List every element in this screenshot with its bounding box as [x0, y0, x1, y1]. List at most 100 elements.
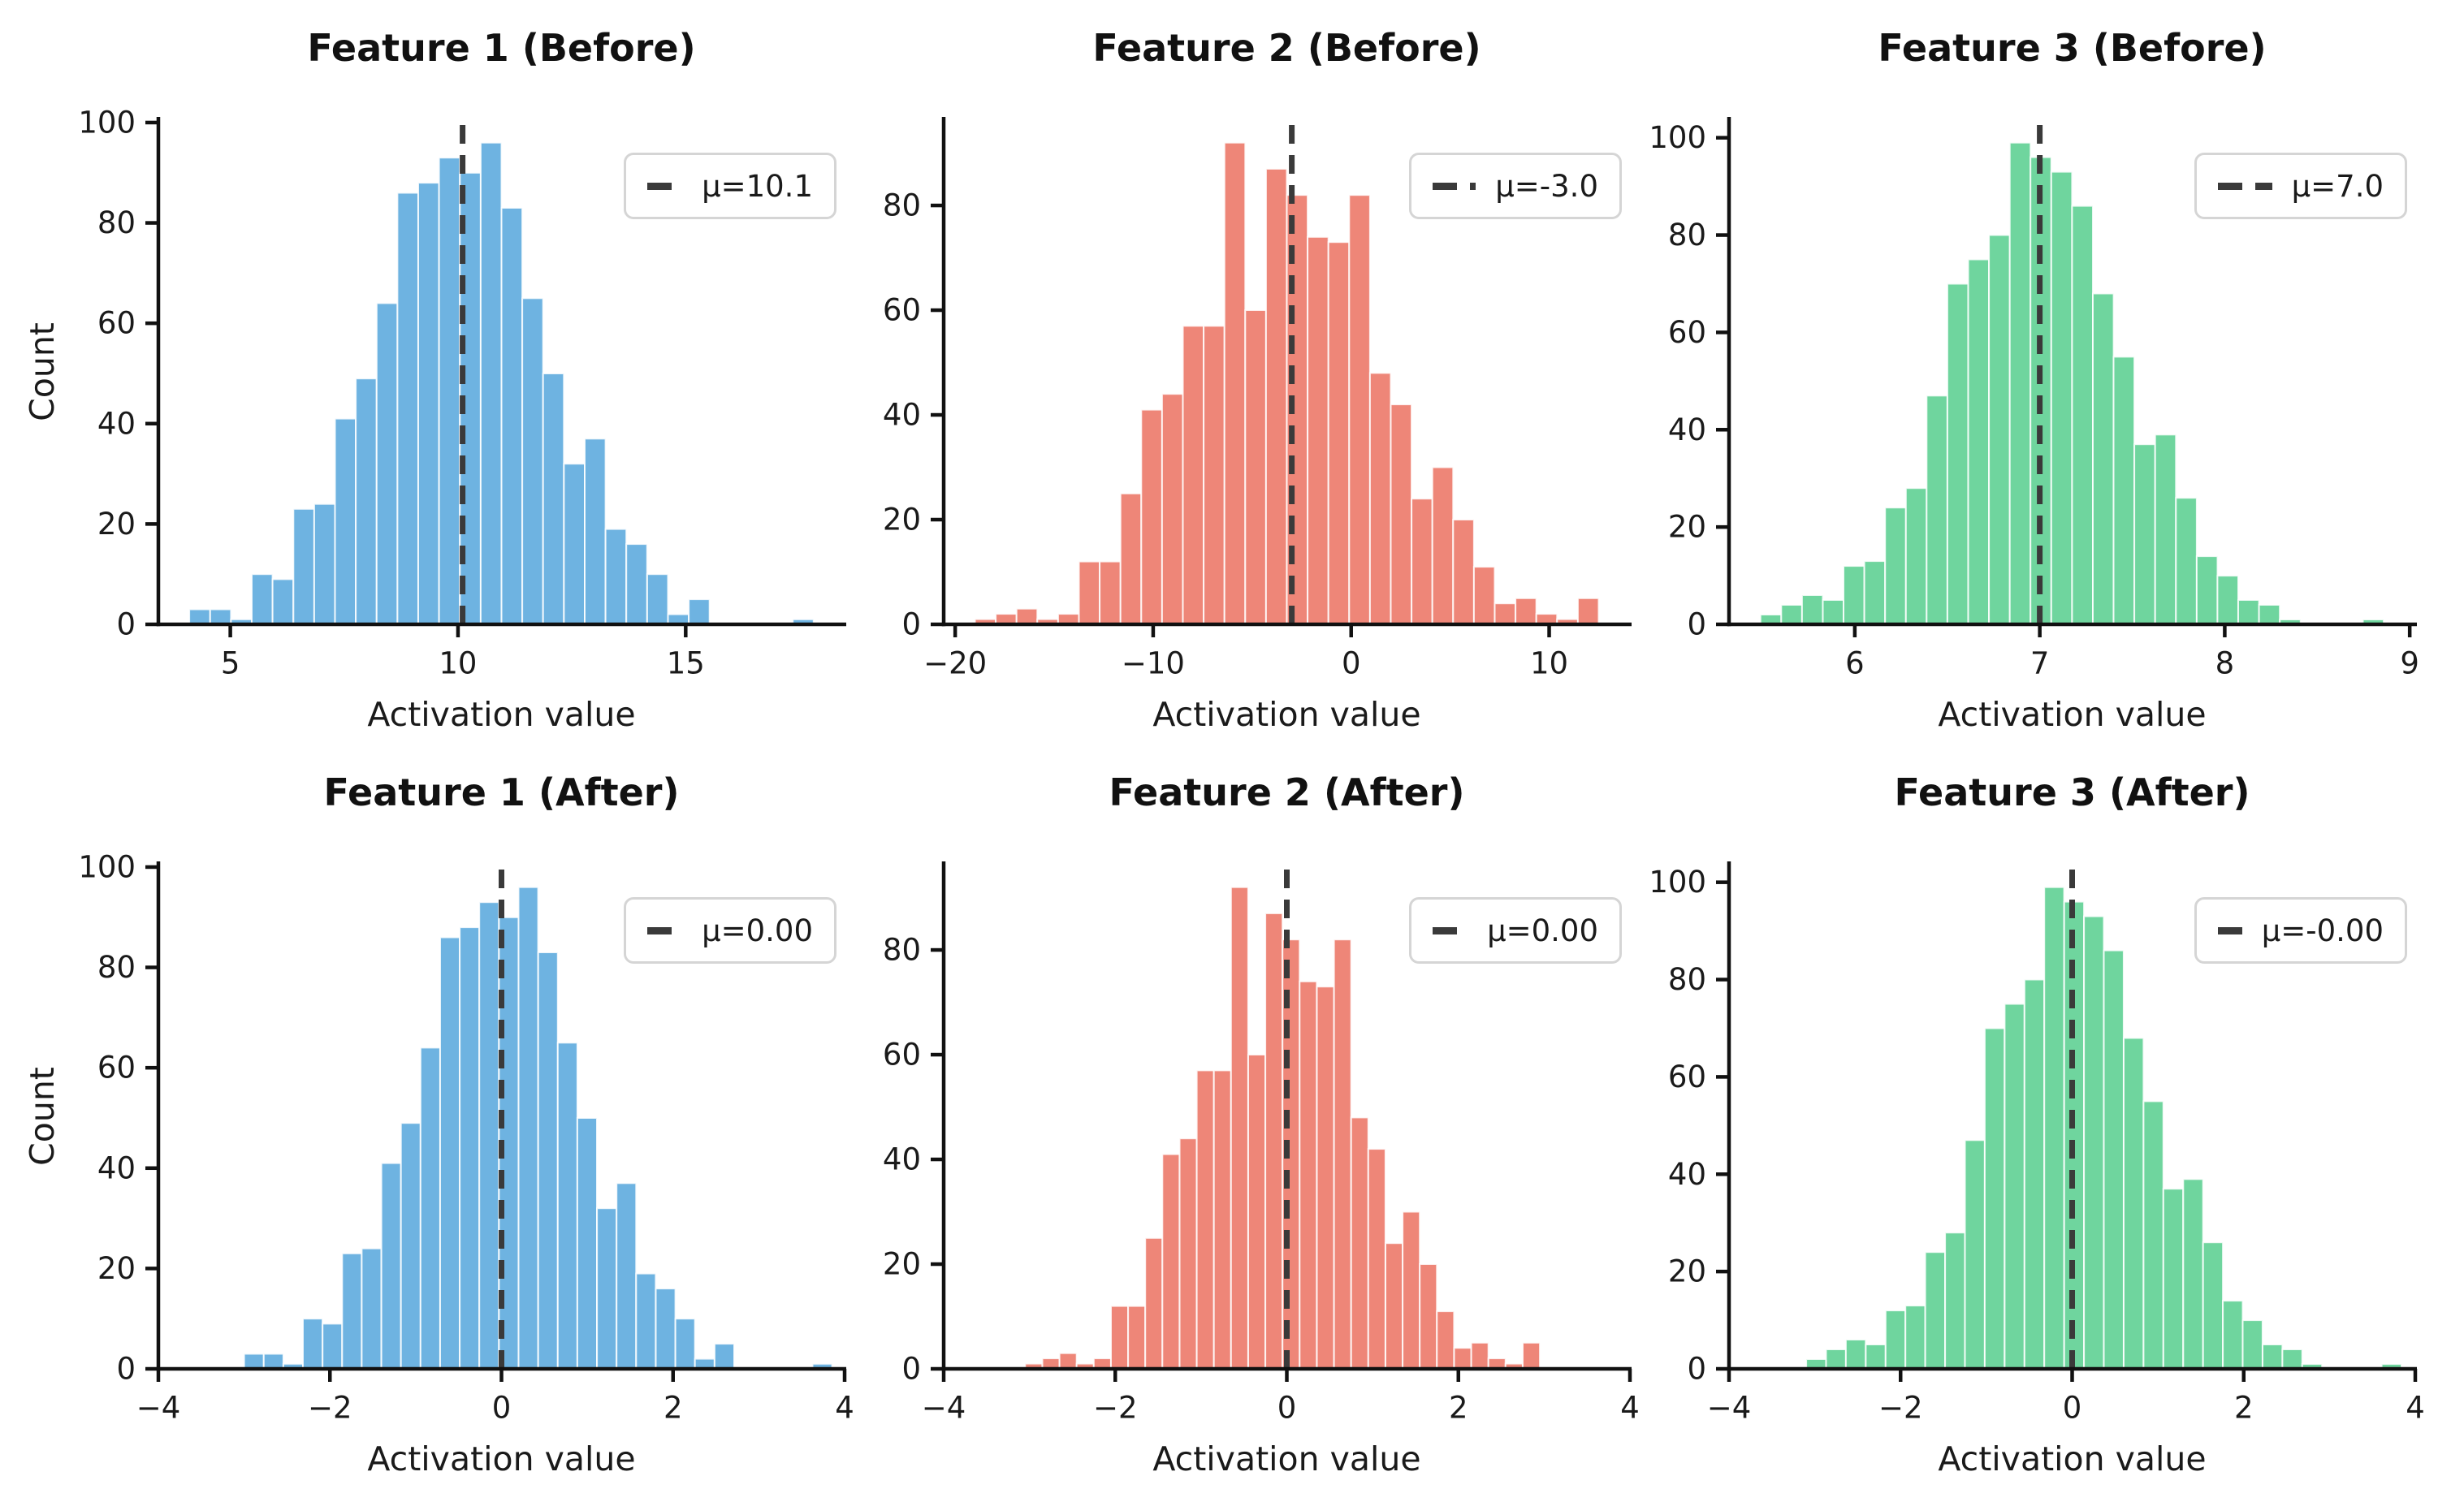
histogram-bar [2123, 1037, 2145, 1370]
panel-title: Feature 1 (Before) [307, 26, 696, 70]
y-tick-label: 60 [97, 306, 136, 341]
histogram-bar [1015, 607, 1039, 626]
legend-label: μ=7.0 [2291, 168, 2384, 204]
histogram-bar [1182, 325, 1205, 625]
histogram-bar [282, 1362, 304, 1370]
x-tick-label: 0 [492, 1391, 512, 1426]
panel-title: Feature 2 (After) [1109, 770, 1465, 814]
panel-title: Feature 3 (Before) [1878, 26, 2267, 70]
histogram-bar [1282, 939, 1301, 1370]
x-tick-label: 6 [1845, 646, 1865, 681]
y-tick-label: 40 [1668, 1157, 1706, 1192]
histogram-bar [1367, 1148, 1386, 1370]
y-axis-label: Count [23, 1066, 62, 1166]
x-tick-label: −2 [1093, 1391, 1138, 1426]
histogram-bar [1904, 1305, 1926, 1370]
histogram-bar [2262, 1344, 2284, 1370]
x-tick-label: 10 [1530, 646, 1568, 681]
histogram-bar [1307, 235, 1329, 625]
x-tick-label: 4 [835, 1391, 854, 1426]
histogram-bar [2063, 900, 2086, 1370]
histogram-bar [1058, 1352, 1078, 1370]
histogram-bar [1350, 1116, 1369, 1370]
histogram-bar [2241, 1319, 2263, 1370]
legend-label: μ=0.00 [1487, 913, 1598, 948]
y-tick-label: 100 [1649, 120, 1706, 155]
histogram-bar [1385, 1242, 1404, 1370]
histogram-bar [974, 618, 997, 625]
histogram-bar [2008, 141, 2032, 625]
histogram-bar [419, 1047, 441, 1370]
histogram-bar [2380, 1363, 2403, 1370]
y-tick-label: 80 [883, 188, 921, 223]
y-tick-label: 0 [901, 1352, 921, 1387]
legend-label: μ=0.00 [702, 913, 813, 948]
histogram-bar [2030, 156, 2052, 626]
histogram-bar [271, 578, 295, 626]
y-tick-label: 100 [78, 105, 136, 140]
histogram-bar [1494, 602, 1517, 626]
histogram-bar [1348, 194, 1371, 625]
histogram-bar [1988, 234, 2011, 625]
x-tick-label: −20 [923, 646, 987, 681]
histogram-bar [563, 463, 586, 626]
legend-label: μ=-0.00 [2261, 913, 2384, 948]
histogram-bar [1316, 986, 1335, 1370]
histogram-bar [2043, 886, 2065, 1370]
histogram-bar [1299, 980, 1318, 1370]
histogram-bar [396, 192, 419, 625]
y-tick-label: 80 [97, 205, 136, 240]
histogram-bar [1452, 519, 1475, 625]
x-tick-label: 9 [2400, 646, 2419, 681]
histogram-bar [1884, 507, 1907, 626]
histogram-bar [375, 302, 399, 625]
histogram-bar [1127, 1305, 1147, 1370]
histogram-bar [2301, 1363, 2324, 1370]
histogram-bar [596, 1207, 618, 1370]
y-tick-label: 40 [97, 406, 136, 441]
y-tick-label: 40 [883, 398, 921, 433]
histogram-bar [1556, 618, 1579, 625]
histogram-bar [498, 916, 520, 1370]
histogram-bar [655, 1288, 677, 1370]
histogram-bar [2175, 497, 2198, 626]
x-tick-label: −10 [1122, 646, 1185, 681]
histogram-bar [2182, 1178, 2204, 1370]
histogram-bar [1470, 1341, 1489, 1370]
histogram-bar [341, 1252, 363, 1370]
histogram-bar [2142, 1100, 2164, 1370]
x-tick-label: 0 [2063, 1391, 2082, 1426]
histogram-bar [1863, 560, 1887, 625]
y-tick-label: 0 [1687, 1352, 1706, 1387]
x-axis-label: Activation value [367, 1439, 636, 1478]
histogram-bar [478, 901, 500, 1370]
histogram-bar [1161, 1153, 1181, 1370]
histogram-bar [1333, 939, 1352, 1370]
y-tick-label: 20 [1668, 1254, 1706, 1289]
y-tick-label: 20 [1668, 510, 1706, 545]
x-axis-label: Activation value [1938, 695, 2207, 734]
x-tick-label: 4 [1620, 1391, 1640, 1426]
y-tick-label: 0 [1687, 607, 1706, 642]
histogram-bar [2050, 170, 2073, 626]
histogram-bar [1884, 1310, 1907, 1370]
histogram-bar [1419, 1263, 1438, 1370]
histogram-bar [1944, 1232, 1966, 1370]
y-tick-label: 60 [1668, 315, 1706, 350]
histogram-bar [1843, 565, 1865, 625]
histogram-bar [1390, 404, 1413, 625]
histogram-bar [2258, 604, 2281, 625]
dashed-mean-line-icon [2218, 182, 2272, 190]
histogram-bar [1844, 1339, 1867, 1370]
histogram-bar [1805, 1358, 1827, 1370]
histogram-bar [517, 886, 539, 1370]
histogram-bar [1522, 1341, 1541, 1370]
histogram-bar [1110, 1305, 1130, 1370]
legend-label: μ=-3.0 [1495, 168, 1598, 204]
histogram-bar [1078, 560, 1101, 625]
